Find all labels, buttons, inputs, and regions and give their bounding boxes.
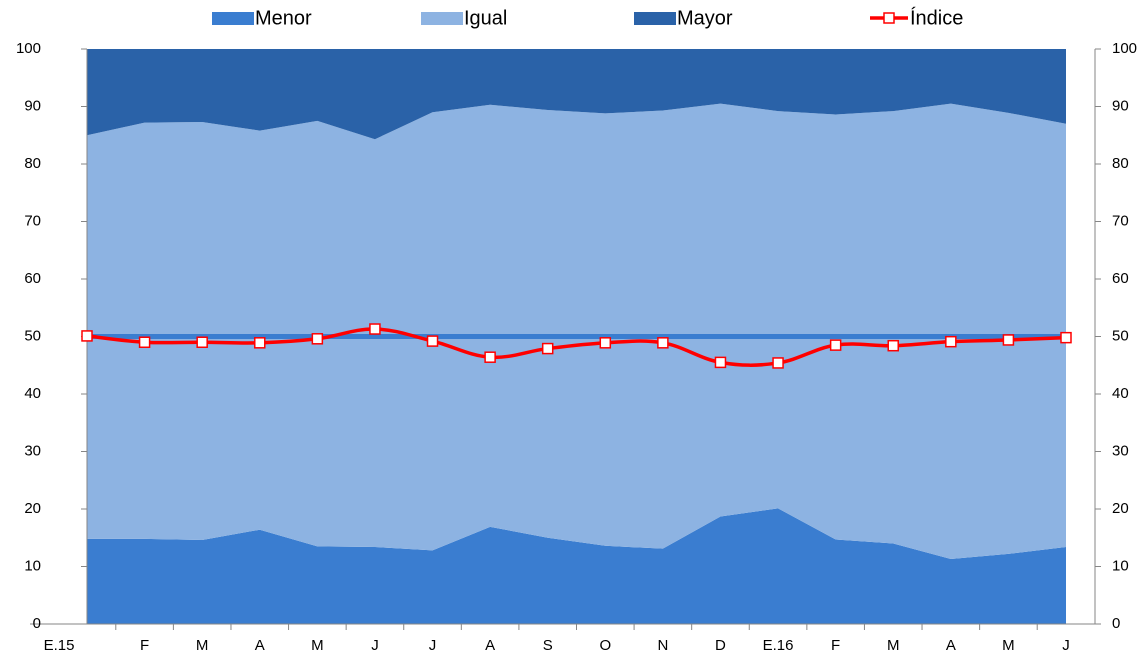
y2-tick-label: 20 [1112,500,1129,517]
legend-swatch [883,12,895,24]
y2-tick-label: 90 [1112,97,1129,114]
y-tick-label: 90 [24,97,41,114]
x-tick-label: M [311,637,324,654]
x-tick-label: M [887,637,900,654]
marker [369,323,381,335]
area [87,508,1066,624]
x-tick-label: A [946,637,956,654]
marker [599,337,612,349]
legend-label: Igual [464,7,507,29]
legend-swatch [421,12,463,25]
y2-tick-label: 10 [1112,557,1129,574]
x-tick-label: J [429,637,437,654]
marker [311,333,324,345]
marker [138,336,151,348]
x-tick-label: O [599,637,611,654]
marker [887,339,899,352]
x-tick-label: A [485,637,495,654]
y-tick-label: 20 [24,500,41,517]
x-tick-label: F [140,637,149,654]
y-tick-label: 70 [24,212,41,229]
legend-label: Mayor [677,7,733,29]
marker [945,335,957,348]
marker [657,337,669,349]
x-tick-label: E.15 [44,637,75,654]
y2-tick-label: 40 [1112,385,1129,402]
legend-label: Menor [255,7,312,29]
x-tick-label: J [1062,637,1070,654]
x-tick-label: M [196,637,209,654]
y2-tick-label: 70 [1112,212,1129,229]
marker [196,336,208,348]
y-tick-label: 80 [24,155,41,172]
x-tick-label: N [657,637,668,654]
x-tick-label: D [715,637,726,654]
marker [484,351,496,363]
y-tick-label: 40 [24,385,41,402]
y2-tick-label: 80 [1112,155,1129,172]
legend-label: Índice [910,6,963,29]
y2-tick-label: 100 [1112,40,1137,57]
marker [772,357,784,369]
area [87,103,1066,560]
marker [541,342,554,355]
marker [254,337,266,349]
marker [426,335,439,347]
marker [829,339,842,351]
legend-swatch [634,12,676,25]
x-tick-label: A [255,637,265,654]
y2-tick-label: 50 [1112,327,1129,344]
y-tick-label: 10 [24,557,41,574]
y-tick-label: 0 [33,615,41,632]
marker [714,356,727,369]
y-tick-label: 30 [24,442,41,459]
x-tick-label: E.16 [763,637,794,654]
x-tick-label: S [543,637,553,654]
x-tick-label: M [1002,637,1015,654]
area [87,49,1066,140]
y2-tick-label: 0 [1112,615,1120,632]
y-tick-label: 100 [16,40,41,57]
x-tick-label: J [371,637,379,654]
marker [1060,331,1072,344]
legend-swatch [212,12,254,25]
x-tick-label: F [831,637,840,654]
y-tick-label: 60 [24,270,41,287]
y2-tick-label: 60 [1112,270,1129,287]
marker [1002,334,1015,346]
y-tick-label: 50 [24,327,41,344]
y2-tick-label: 30 [1112,442,1129,459]
marker [81,330,93,342]
